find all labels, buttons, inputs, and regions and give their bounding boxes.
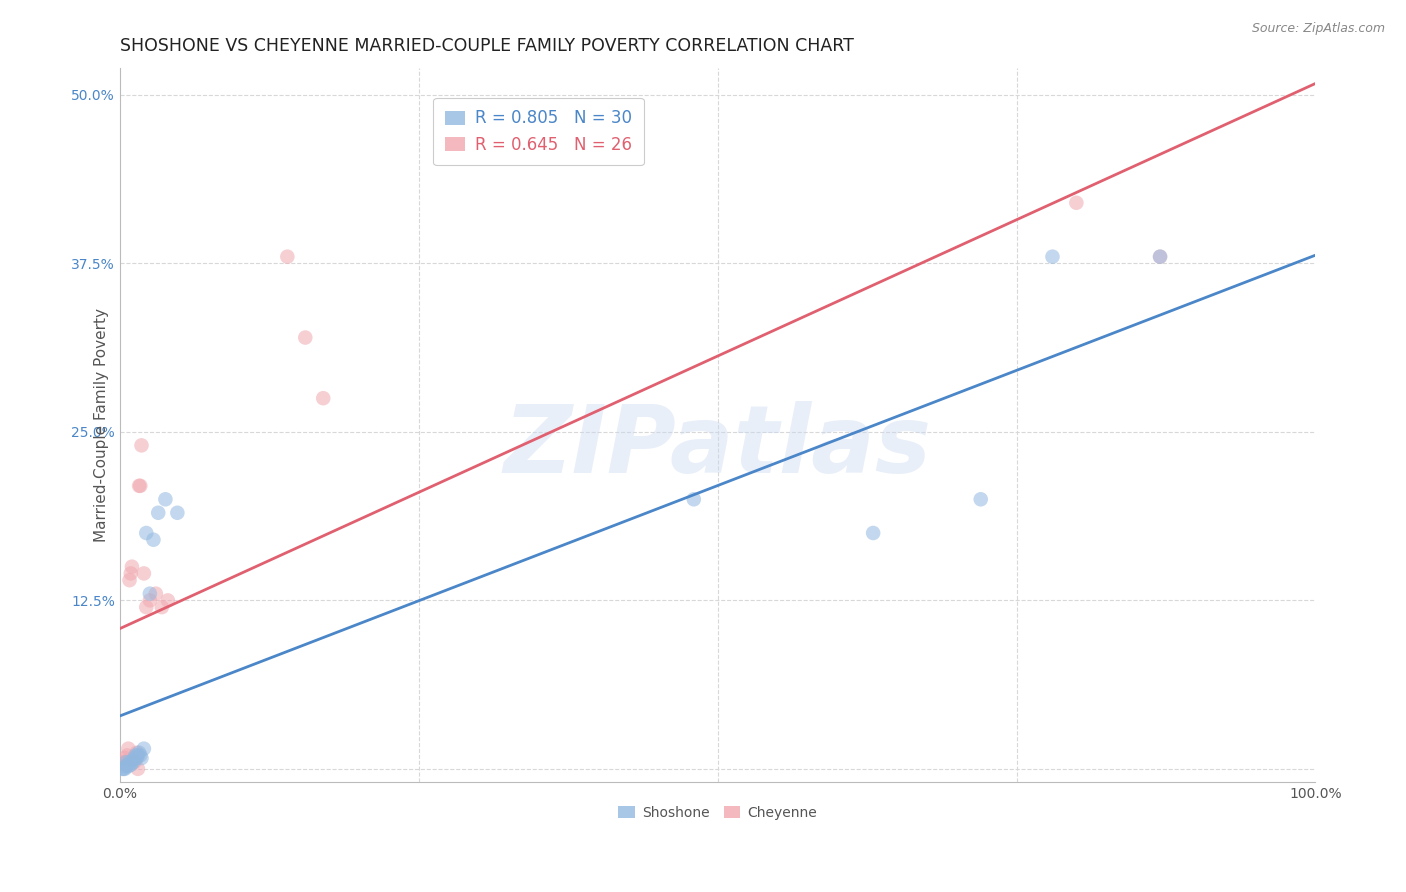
Point <box>124 751 146 765</box>
Point <box>862 526 884 541</box>
Point <box>121 755 143 769</box>
Point <box>125 751 148 765</box>
Text: SHOSHONE VS CHEYENNE MARRIED-COUPLE FAMILY POVERTY CORRELATION CHART: SHOSHONE VS CHEYENNE MARRIED-COUPLE FAMI… <box>120 37 853 55</box>
Point <box>156 593 179 607</box>
Point <box>124 755 146 769</box>
Legend: Shoshone, Cheyenne: Shoshone, Cheyenne <box>613 800 823 825</box>
Point <box>142 533 165 547</box>
Point <box>115 757 138 772</box>
Point <box>112 755 135 769</box>
Point <box>155 492 177 507</box>
Point <box>127 762 149 776</box>
Point <box>132 566 155 581</box>
Text: ZIPatlas: ZIPatlas <box>503 401 932 492</box>
Point <box>115 755 138 769</box>
Point <box>148 506 170 520</box>
Point <box>128 746 150 760</box>
Text: Source: ZipAtlas.com: Source: ZipAtlas.com <box>1251 22 1385 36</box>
Point <box>127 748 149 763</box>
Point <box>276 250 298 264</box>
Point <box>120 566 142 581</box>
Point <box>1042 250 1064 264</box>
Point <box>682 492 704 507</box>
Point <box>118 755 141 769</box>
Point <box>150 600 173 615</box>
Point <box>139 587 162 601</box>
Point <box>120 757 142 772</box>
Point <box>112 762 135 776</box>
Point <box>135 526 157 541</box>
Point <box>135 600 157 615</box>
Point <box>129 748 152 763</box>
Point <box>166 506 188 520</box>
Point <box>139 593 162 607</box>
Point <box>115 759 138 773</box>
Point <box>1066 195 1088 210</box>
Point <box>1149 250 1171 264</box>
Point <box>122 755 145 769</box>
Point <box>132 741 155 756</box>
Point <box>115 755 138 769</box>
Point <box>118 573 141 587</box>
Point <box>145 587 167 601</box>
Point <box>111 762 134 776</box>
Point <box>124 748 146 763</box>
Point <box>1149 250 1171 264</box>
Point <box>970 492 993 507</box>
Point <box>125 746 148 760</box>
Point <box>117 759 139 773</box>
Y-axis label: Married-Couple Family Poverty: Married-Couple Family Poverty <box>94 308 108 542</box>
Point <box>115 748 138 763</box>
Point <box>121 559 143 574</box>
Point <box>129 479 152 493</box>
Point <box>294 330 316 344</box>
Point <box>124 751 146 765</box>
Point <box>131 751 153 765</box>
Point <box>312 391 335 405</box>
Point <box>128 479 150 493</box>
Point <box>114 751 136 765</box>
Point <box>117 741 139 756</box>
Point <box>114 762 136 776</box>
Point <box>131 438 153 452</box>
